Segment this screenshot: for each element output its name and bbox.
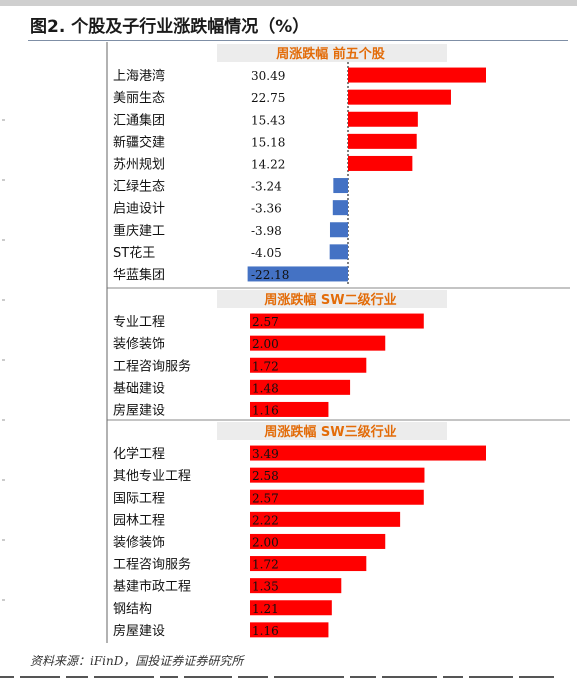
- bar: [250, 556, 367, 572]
- bar: [247, 266, 348, 282]
- category-label: 工程咨询服务: [113, 557, 191, 573]
- bar: [250, 489, 424, 505]
- data-label: 2.00: [252, 535, 279, 549]
- bar: [250, 335, 386, 351]
- category-label: 华蓝集团: [113, 267, 165, 283]
- cropped-next-line: [0, 674, 577, 680]
- data-label: 2.00: [252, 337, 279, 351]
- bar: [250, 445, 486, 461]
- source-note: 资料来源：iFinD，国投证券证券研究所: [30, 654, 244, 668]
- panel-title: 周涨跌幅 SW二级行业: [264, 292, 396, 308]
- bar: [250, 313, 424, 329]
- category-label: 国际工程: [113, 491, 165, 506]
- category-label: 汇绿生态: [113, 180, 165, 195]
- data-label: 3.49: [252, 447, 279, 461]
- panel-header-bg: [217, 290, 447, 308]
- bar: [250, 401, 329, 417]
- bar: [329, 244, 348, 260]
- category-label: 苏州规划: [113, 156, 165, 172]
- bar: [333, 178, 348, 194]
- panel-header-bg: [217, 422, 447, 440]
- data-label: -3.24: [251, 180, 282, 194]
- bar: [250, 379, 351, 395]
- bar: [348, 155, 413, 171]
- data-label: 2.22: [252, 513, 279, 527]
- category-label: 工程咨询服务: [113, 358, 191, 374]
- data-label: 14.22: [251, 157, 285, 171]
- data-label: -3.36: [251, 202, 282, 216]
- data-label: 22.75: [251, 91, 285, 105]
- bar: [348, 67, 486, 83]
- category-label: 基础建设: [113, 381, 165, 396]
- data-label: 15.18: [251, 135, 285, 149]
- bar: [250, 511, 401, 527]
- data-label: 1.35: [252, 580, 279, 594]
- bar: [250, 600, 332, 616]
- category-label: 房屋建设: [113, 623, 165, 639]
- category-label: ST花王: [113, 245, 155, 261]
- category-label: 园林工程: [113, 513, 165, 528]
- data-label: -3.98: [251, 224, 282, 238]
- data-label: 2.57: [252, 491, 279, 505]
- data-label: 15.43: [251, 113, 285, 127]
- category-label: 其他专业工程: [113, 469, 191, 484]
- panel-title: 周涨跌幅 前五个股: [276, 46, 385, 62]
- category-label: 重庆建工: [113, 223, 165, 239]
- panel-title: 周涨跌幅 SW三级行业: [264, 424, 396, 440]
- data-label: -22.18: [251, 268, 289, 282]
- data-label: 1.16: [252, 624, 279, 638]
- category-label: 装修装饰: [113, 535, 165, 550]
- category-label: 钢结构: [113, 602, 152, 617]
- category-label: 装修装饰: [113, 337, 165, 352]
- bar: [250, 357, 367, 373]
- data-label: 1.16: [252, 403, 279, 417]
- data-label: 1.21: [252, 602, 279, 616]
- title-rule: [28, 40, 568, 41]
- category-label: 专业工程: [113, 315, 165, 330]
- category-label: 启迪设计: [113, 202, 165, 217]
- bar: [250, 467, 425, 483]
- category-label: 基建市政工程: [113, 579, 191, 595]
- category-label: 汇通集团: [113, 112, 165, 128]
- bar: [348, 111, 418, 127]
- panel-header-bg: [217, 44, 447, 62]
- data-label: -4.05: [251, 246, 282, 260]
- data-label: 1.48: [252, 381, 279, 395]
- bar: [348, 133, 417, 149]
- data-label: 2.58: [252, 469, 279, 483]
- bar: [348, 89, 451, 105]
- bar: [250, 533, 386, 549]
- category-label: 美丽生态: [113, 91, 165, 106]
- category-label: 新疆交建: [113, 134, 165, 150]
- category-label: 化学工程: [113, 446, 165, 462]
- category-label: 房屋建设: [113, 402, 165, 418]
- bar: [250, 578, 342, 594]
- data-label: 2.57: [252, 315, 279, 329]
- figure-title: 图2. 个股及子行业涨跌幅情况（%）: [30, 17, 310, 37]
- data-label: 1.72: [252, 359, 279, 373]
- data-label: 30.49: [251, 69, 285, 83]
- bar: [250, 622, 329, 638]
- top-bar: [0, 0, 577, 6]
- category-label: 上海港湾: [113, 68, 165, 84]
- bar: [329, 222, 348, 238]
- bar: [332, 200, 348, 216]
- data-label: 1.72: [252, 558, 279, 572]
